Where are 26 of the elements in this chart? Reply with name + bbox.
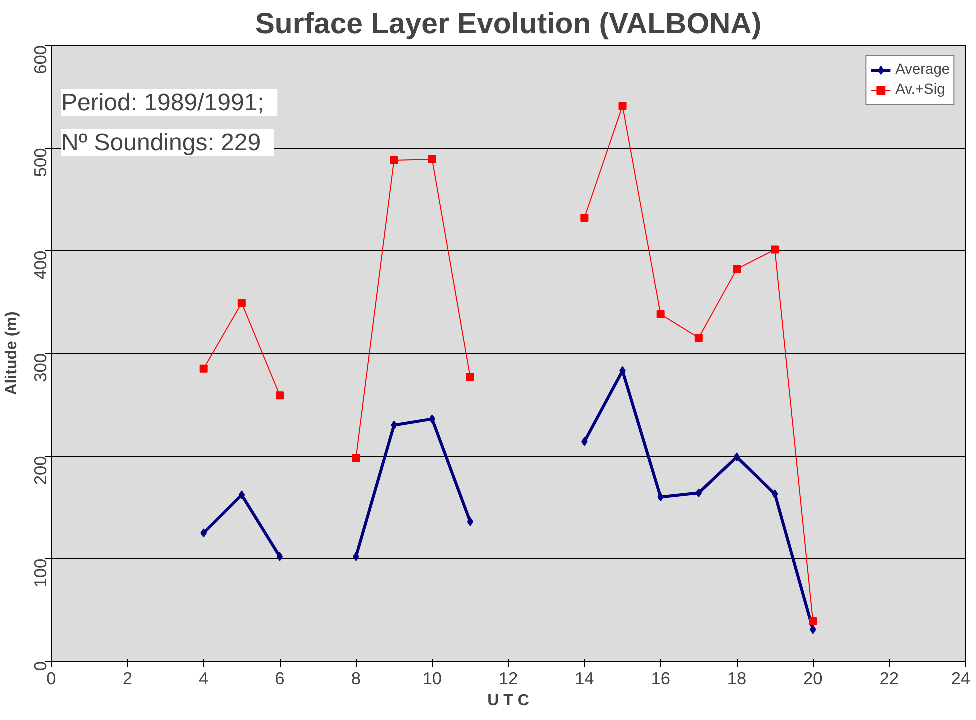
x-axis-title: U T C bbox=[488, 692, 530, 710]
y-axis-title: Alitude (m) bbox=[4, 312, 20, 396]
y-tick-label: 500 bbox=[30, 148, 50, 178]
x-tick-label: 16 bbox=[651, 668, 670, 688]
x-tick-label: 8 bbox=[351, 668, 361, 688]
chart-title: Surface Layer Evolution (VALBONA) bbox=[255, 8, 762, 40]
x-tick-label: 18 bbox=[727, 668, 747, 688]
legend-label: Av.+Sig bbox=[896, 82, 946, 98]
x-tick-label: 20 bbox=[804, 668, 823, 688]
y-tick-label: 400 bbox=[30, 250, 50, 280]
x-tick-label: 4 bbox=[199, 668, 210, 688]
y-tick-label: 100 bbox=[30, 558, 50, 588]
annotation: Period: 1989/1991; bbox=[62, 90, 264, 116]
x-tick-label: 24 bbox=[951, 668, 971, 688]
x-tick-label: 12 bbox=[498, 668, 518, 688]
legend-label: Average bbox=[896, 62, 950, 78]
x-tick-label: 14 bbox=[575, 668, 595, 688]
annotation: Nº Soundings: 229 bbox=[62, 130, 262, 156]
y-tick-label: 300 bbox=[30, 353, 50, 382]
y-tick-label: 600 bbox=[30, 45, 50, 74]
y-tick-label: 0 bbox=[30, 661, 50, 672]
x-tick-label: 6 bbox=[275, 668, 285, 688]
x-tick-label: 22 bbox=[880, 668, 899, 688]
x-tick-label: 10 bbox=[422, 668, 442, 688]
x-tick-label: 2 bbox=[122, 668, 132, 688]
y-tick-label: 200 bbox=[30, 456, 50, 486]
